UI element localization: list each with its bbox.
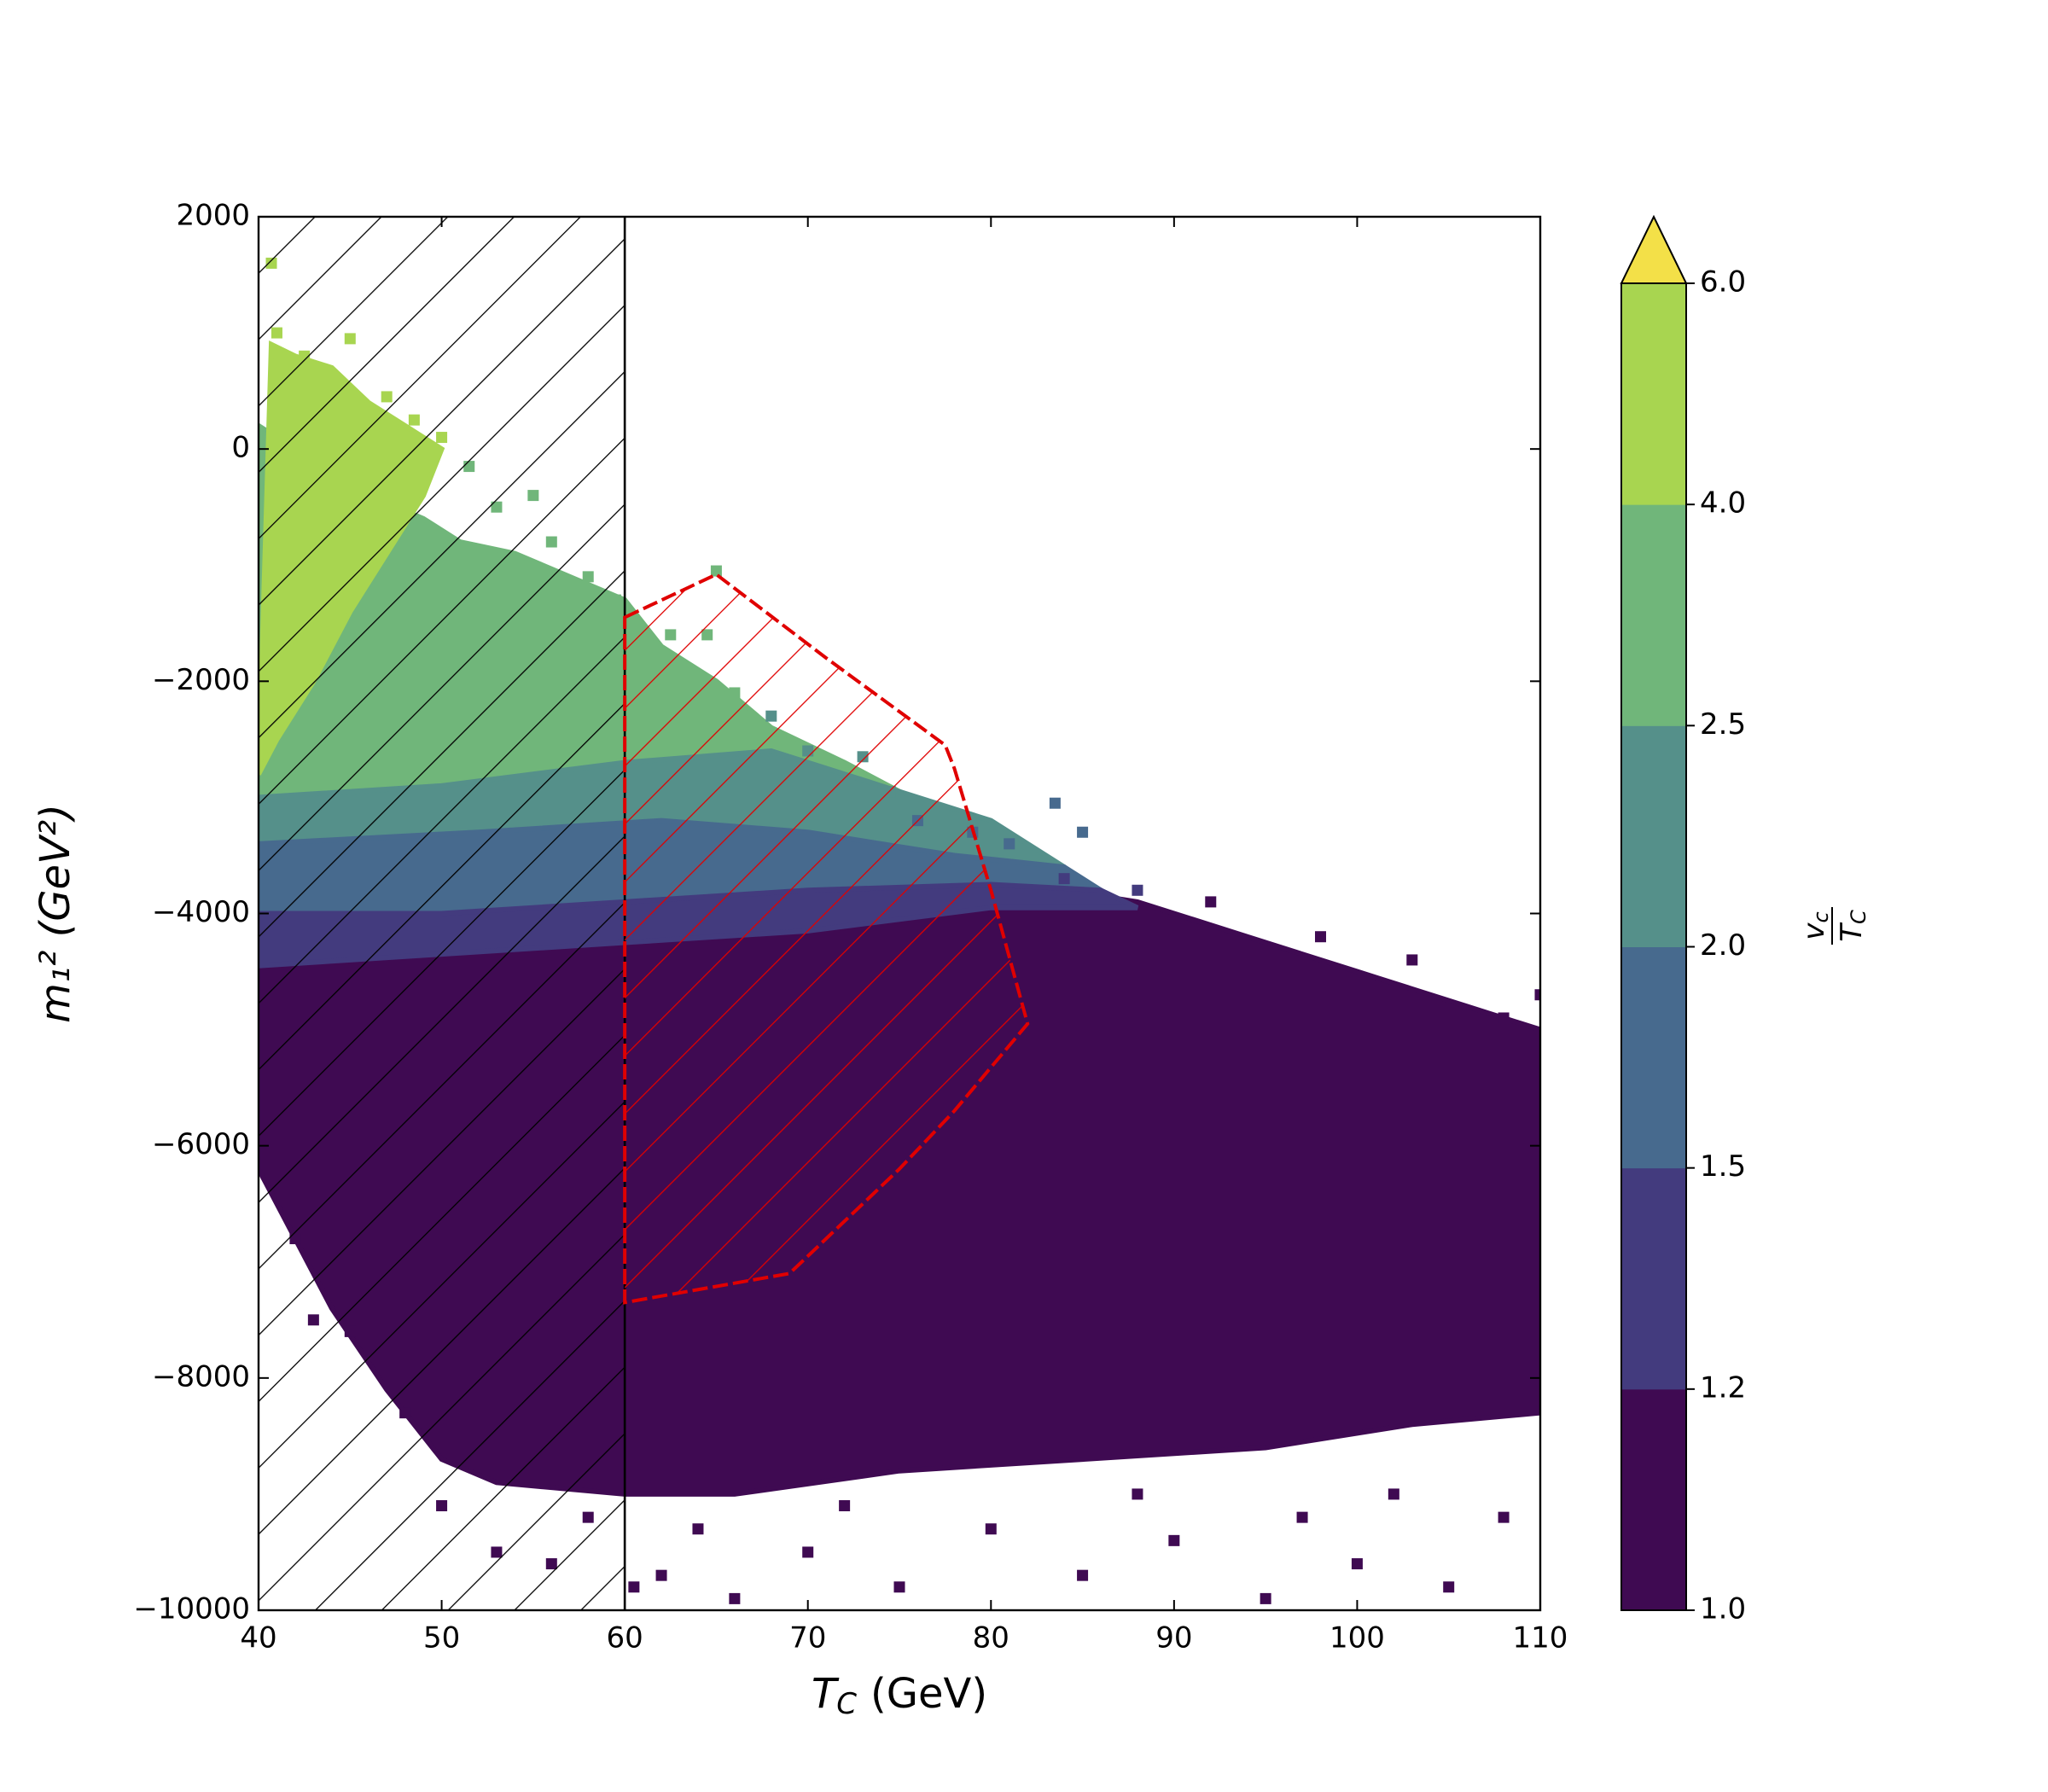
- colorbar-extension: [1620, 214, 1688, 284]
- colorbar-segment: [1621, 1167, 1686, 1390]
- red-region: [623, 572, 1030, 1305]
- scatter-point: [655, 1569, 667, 1581]
- scatter-point: [1077, 1569, 1089, 1581]
- scatter-point: [628, 1581, 640, 1593]
- colorbar-segment: [1621, 1388, 1686, 1611]
- colorbar-label-numerator: vc: [1797, 911, 1834, 940]
- scatter-point: [1168, 1534, 1180, 1546]
- x-tick-label: 110: [1513, 1621, 1568, 1655]
- scatter-point: [1049, 797, 1061, 809]
- colorbar-tick-label: 6.0: [1700, 265, 1746, 300]
- scatter-point: [893, 1581, 905, 1593]
- x-label-unit: (GeV): [870, 1670, 987, 1718]
- x-tick-label: 40: [240, 1621, 276, 1655]
- scatter-point: [1534, 989, 1540, 1001]
- scatter-point: [1498, 1511, 1510, 1523]
- scatter-point: [1315, 931, 1327, 943]
- y-tick-label: −10000: [133, 1592, 250, 1626]
- scatter-point: [1296, 1511, 1308, 1523]
- x-tick-label: 50: [423, 1621, 460, 1655]
- scatter-point: [1498, 1012, 1510, 1024]
- scatter-point: [729, 1592, 741, 1604]
- scatter-point: [1351, 1558, 1363, 1570]
- scatter-point: [710, 565, 722, 577]
- scatter-point: [1388, 1488, 1399, 1500]
- scatter-point: [1406, 954, 1418, 966]
- scatter-point: [1132, 1488, 1143, 1500]
- y-tick-label: −8000: [152, 1359, 250, 1393]
- y-tick-label: 2000: [176, 199, 250, 233]
- y-tick-label: −2000: [152, 663, 250, 697]
- excluded-region: [259, 217, 625, 1610]
- y-tick-label: −6000: [152, 1127, 250, 1161]
- plot-area: [259, 217, 1540, 1610]
- scatter-point: [1077, 826, 1089, 838]
- scatter-point: [1004, 838, 1015, 850]
- x-label-symbol: T: [812, 1670, 840, 1718]
- colorbar-segment: [1621, 504, 1686, 726]
- colorbar-tick-label: 2.0: [1700, 928, 1746, 963]
- y-tick-label: −4000: [152, 895, 250, 929]
- denominator-symbol: T: [1835, 922, 1869, 942]
- scatter-point: [1205, 896, 1217, 908]
- colorbar-tick-label: 1.5: [1700, 1149, 1746, 1184]
- numerator-symbol: v: [1797, 922, 1831, 940]
- scatter-point: [839, 1500, 851, 1512]
- axes: 40 50 60 70 80 90 100 110 −10000 −8000 −6000 −4000 −…: [32, 199, 1871, 1721]
- colorbar-tick-label: 1.0: [1700, 1592, 1746, 1626]
- denominator-sub: C: [1847, 910, 1871, 924]
- colorbar-label-denominator: TC: [1835, 910, 1871, 942]
- x-label-sub: C: [836, 1687, 857, 1721]
- scatter-point: [1058, 873, 1070, 885]
- x-tick-label: 70: [789, 1621, 826, 1655]
- y-tick-label: 0: [231, 431, 250, 465]
- colorbar-tick-label: 1.2: [1700, 1370, 1746, 1405]
- x-tick-label: 80: [973, 1621, 1009, 1655]
- colorbar-tick-label: 4.0: [1700, 486, 1746, 521]
- y-axis-label: m₁² (GeV²): [32, 804, 79, 1023]
- scatter-point: [985, 1523, 997, 1535]
- colorbar-segment: [1621, 283, 1686, 505]
- x-tick-label: 100: [1329, 1621, 1385, 1655]
- numerator-sub: c: [1809, 911, 1833, 922]
- scatter-point: [1443, 1581, 1455, 1593]
- colorbar-segment: [1621, 946, 1686, 1169]
- scatter-point: [802, 1546, 814, 1558]
- colorbar-segment: [1621, 725, 1686, 947]
- x-tick-label: 60: [607, 1621, 643, 1655]
- x-axis-label: TC (GeV): [812, 1670, 987, 1721]
- scatter-point: [692, 1523, 704, 1535]
- scatter-point: [1260, 1592, 1271, 1604]
- x-tick-label: 90: [1155, 1621, 1192, 1655]
- scatter-point: [1132, 884, 1143, 896]
- colorbar-tick-label: 2.5: [1700, 707, 1746, 742]
